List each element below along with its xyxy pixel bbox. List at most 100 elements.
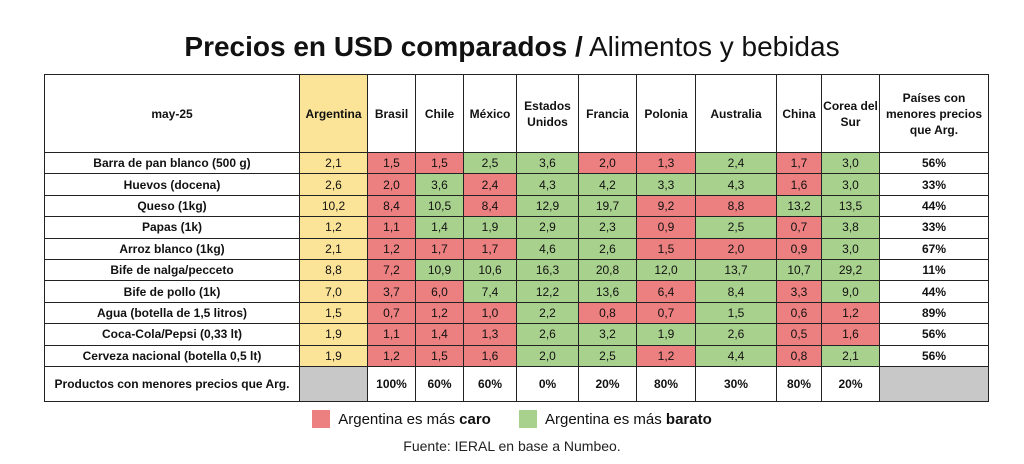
title-bold: Precios en USD comparados / xyxy=(184,31,583,62)
argentina-price-cell: 2,1 xyxy=(299,237,368,260)
footer-empty-cell xyxy=(879,365,989,402)
table-row: Bife de pollo (1k) 7,0 3,7 6,0 7,4 12,2 13,6 6,… xyxy=(44,280,989,303)
footer-percent-cell: 80% xyxy=(636,365,696,402)
argentina-price-cell: 1,9 xyxy=(299,323,368,346)
legend-swatch-caro xyxy=(312,410,331,429)
price-cell: 0,7 xyxy=(776,216,822,239)
price-cell: 2,2 xyxy=(516,301,579,325)
price-cell: 8,4 xyxy=(367,194,416,218)
product-label: Huevos (docena) xyxy=(44,173,300,196)
col-header-pct: Países con menores precios que Arg. xyxy=(879,74,989,153)
price-cell: 2,0 xyxy=(578,151,637,175)
product-label: Bife de pollo (1k) xyxy=(44,280,300,303)
price-cell: 0,5 xyxy=(776,323,822,346)
price-cell: 6,4 xyxy=(636,280,696,303)
col-header: Australia xyxy=(695,74,777,153)
legend: Argentina es más caro Argentina es más b… xyxy=(0,410,1024,430)
price-cell: 2,1 xyxy=(821,344,880,367)
price-cell: 1,5 xyxy=(636,237,696,260)
price-cell: 1,2 xyxy=(821,301,880,325)
footer-percent-cell: 60% xyxy=(463,365,517,402)
argentina-price-cell: 1,2 xyxy=(299,216,368,239)
table-body: Barra de pan blanco (500 g) 2,1 1,5 1,5 2,5 3… xyxy=(44,151,989,367)
col-header: China xyxy=(776,74,822,153)
price-cell: 2,0 xyxy=(367,173,416,196)
legend-label-caro-prefix: Argentina es más xyxy=(338,411,460,429)
footer-percent-cell: 20% xyxy=(578,365,637,402)
percent-cell: 89% xyxy=(879,301,989,325)
price-cell: 4,3 xyxy=(695,173,777,196)
price-cell: 8,4 xyxy=(695,280,777,303)
argentina-price-cell: 1,5 xyxy=(299,301,368,325)
price-cell: 3,3 xyxy=(776,280,822,303)
price-cell: 1,3 xyxy=(463,323,517,346)
footer-row: Productos con menores precios que Arg. 1… xyxy=(44,365,989,402)
price-cell: 2,3 xyxy=(578,216,637,239)
legend-label-barato-bold: barato xyxy=(665,411,712,429)
price-cell: 3,3 xyxy=(636,173,696,196)
price-cell: 0,6 xyxy=(776,301,822,325)
price-cell: 10,5 xyxy=(415,194,464,218)
price-cell: 1,9 xyxy=(463,216,517,239)
percent-cell: 67% xyxy=(879,237,989,260)
percent-cell: 56% xyxy=(879,151,989,175)
price-cell: 6,0 xyxy=(415,280,464,303)
price-cell: 0,7 xyxy=(367,301,416,325)
footer-argentina-cell xyxy=(299,365,368,402)
price-cell: 2,6 xyxy=(516,323,579,346)
price-cell: 3,6 xyxy=(516,151,579,175)
price-cell: 19,7 xyxy=(578,194,637,218)
price-cell: 1,7 xyxy=(776,151,822,175)
product-label: Cerveza nacional (botella 0,5 lt) xyxy=(44,344,300,367)
argentina-price-cell: 10,2 xyxy=(299,194,368,218)
price-cell: 4,6 xyxy=(516,237,579,260)
price-cell: 0,9 xyxy=(636,216,696,239)
price-cell: 10,9 xyxy=(415,258,464,282)
price-cell: 8,4 xyxy=(463,194,517,218)
price-cell: 1,6 xyxy=(776,173,822,196)
price-cell: 2,4 xyxy=(695,151,777,175)
chart-title: Precios en USD comparados / Alimentos y … xyxy=(0,30,1024,64)
price-cell: 1,7 xyxy=(415,237,464,260)
table-row: Cerveza nacional (botella 0,5 lt) 1,9 1,2 1… xyxy=(44,344,989,367)
price-cell: 1,5 xyxy=(415,151,464,175)
price-cell: 29,2 xyxy=(821,258,880,282)
argentina-price-cell: 2,1 xyxy=(299,151,368,175)
table-row: Bife de nalga/pecceto 8,8 7,2 10,9 10,6 16,3 2… xyxy=(44,258,989,282)
footer-percent-cell: 60% xyxy=(415,365,464,402)
price-cell: 1,1 xyxy=(367,216,416,239)
percent-cell: 33% xyxy=(879,216,989,239)
price-cell: 0,8 xyxy=(578,301,637,325)
percent-cell: 44% xyxy=(879,280,989,303)
table-row: Barra de pan blanco (500 g) 2,1 1,5 1,5 2,5 3… xyxy=(44,151,989,175)
col-header: Estados Unidos xyxy=(516,74,579,153)
price-cell: 16,3 xyxy=(516,258,579,282)
price-cell: 3,6 xyxy=(415,173,464,196)
source-note: Fuente: IERAL en base a Numbeo. xyxy=(403,438,621,454)
table-row: Huevos (docena) 2,6 2,0 3,6 2,4 4,3 4,2 3,3 4,3 1… xyxy=(44,173,989,196)
price-cell: 12,2 xyxy=(516,280,579,303)
col-header: Chile xyxy=(415,74,464,153)
table-row: Arroz blanco (1kg) 2,1 1,2 1,7 1,7 4,6 2,6 1,5 2… xyxy=(44,237,989,260)
price-cell: 2,6 xyxy=(695,323,777,346)
corner-label: may-25 xyxy=(44,74,300,153)
price-cell: 9,2 xyxy=(636,194,696,218)
percent-cell: 44% xyxy=(879,194,989,218)
legend-item-barato: Argentina es más barato xyxy=(519,410,712,430)
col-header: Polonia xyxy=(636,74,696,153)
table-row: Papas (1k) 1,2 1,1 1,4 1,9 2,9 2,3 0,9 2,5 0,7 3,8… xyxy=(44,216,989,239)
product-label: Queso (1kg) xyxy=(44,194,300,218)
price-cell: 10,6 xyxy=(463,258,517,282)
price-cell: 9,0 xyxy=(821,280,880,303)
col-header: Argentina xyxy=(299,74,368,153)
price-cell: 0,7 xyxy=(636,301,696,325)
price-cell: 7,2 xyxy=(367,258,416,282)
price-cell: 1,6 xyxy=(463,344,517,367)
argentina-price-cell: 8,8 xyxy=(299,258,368,282)
price-cell: 1,2 xyxy=(367,344,416,367)
col-header: Brasil xyxy=(367,74,416,153)
price-cell: 4,2 xyxy=(578,173,637,196)
argentina-price-cell: 2,6 xyxy=(299,173,368,196)
price-cell: 3,0 xyxy=(821,237,880,260)
price-cell: 20,8 xyxy=(578,258,637,282)
